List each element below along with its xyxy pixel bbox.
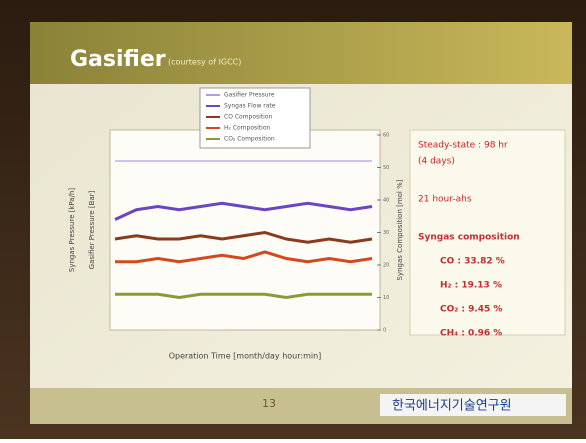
info-line: 21 hour-ahs bbox=[418, 195, 472, 205]
y-tick-label: 60 bbox=[383, 133, 389, 139]
legend-label: CO Composition bbox=[224, 114, 272, 121]
info-line: H₂ : 19.13 % bbox=[440, 281, 502, 291]
page-number: 13 bbox=[262, 397, 276, 410]
info-line: (4 days) bbox=[418, 157, 455, 167]
y-axis-label: Gasifier Pressure [Bar] bbox=[88, 190, 96, 269]
info-line: Syngas composition bbox=[418, 233, 520, 243]
page: Gasifier (courtesy of IGCC) 13 한국에너지기술연구… bbox=[0, 0, 586, 443]
y-tick-label: 20 bbox=[383, 263, 389, 269]
y-tick-label: 10 bbox=[383, 295, 389, 301]
photo: Gasifier (courtesy of IGCC) 13 한국에너지기술연구… bbox=[0, 0, 586, 439]
legend-label: Gasifier Pressure bbox=[224, 92, 275, 99]
y-tick-label: 50 bbox=[383, 165, 389, 171]
slide-title: Gasifier bbox=[70, 47, 166, 72]
y-tick-label: 30 bbox=[383, 230, 389, 236]
info-line: CH₄ : 0.96 % bbox=[440, 329, 502, 339]
info-line: CO₂ : 9.45 % bbox=[440, 305, 502, 315]
y-axis-label: Syngas Pressure [kPa/h] bbox=[68, 188, 76, 273]
legend-label: H₂ Composition bbox=[224, 125, 270, 132]
slide-subtitle: (courtesy of IGCC) bbox=[168, 58, 241, 67]
y-tick-label: 40 bbox=[383, 198, 389, 204]
info-line: CO : 33.82 % bbox=[440, 257, 505, 267]
y-axis-label: Syngas Composition [mol %] bbox=[396, 179, 404, 280]
legend-label: Syngas Flow rate bbox=[224, 103, 276, 110]
x-axis-label: Operation Time [month/day hour:min] bbox=[169, 352, 322, 361]
info-line: Steady-state : 98 hr bbox=[418, 141, 508, 151]
y-tick-label: 0 bbox=[383, 328, 386, 334]
legend-label: CO₂ Composition bbox=[224, 136, 275, 143]
logo: 한국에너지기술연구원 bbox=[392, 399, 512, 414]
plot-area bbox=[110, 130, 380, 330]
